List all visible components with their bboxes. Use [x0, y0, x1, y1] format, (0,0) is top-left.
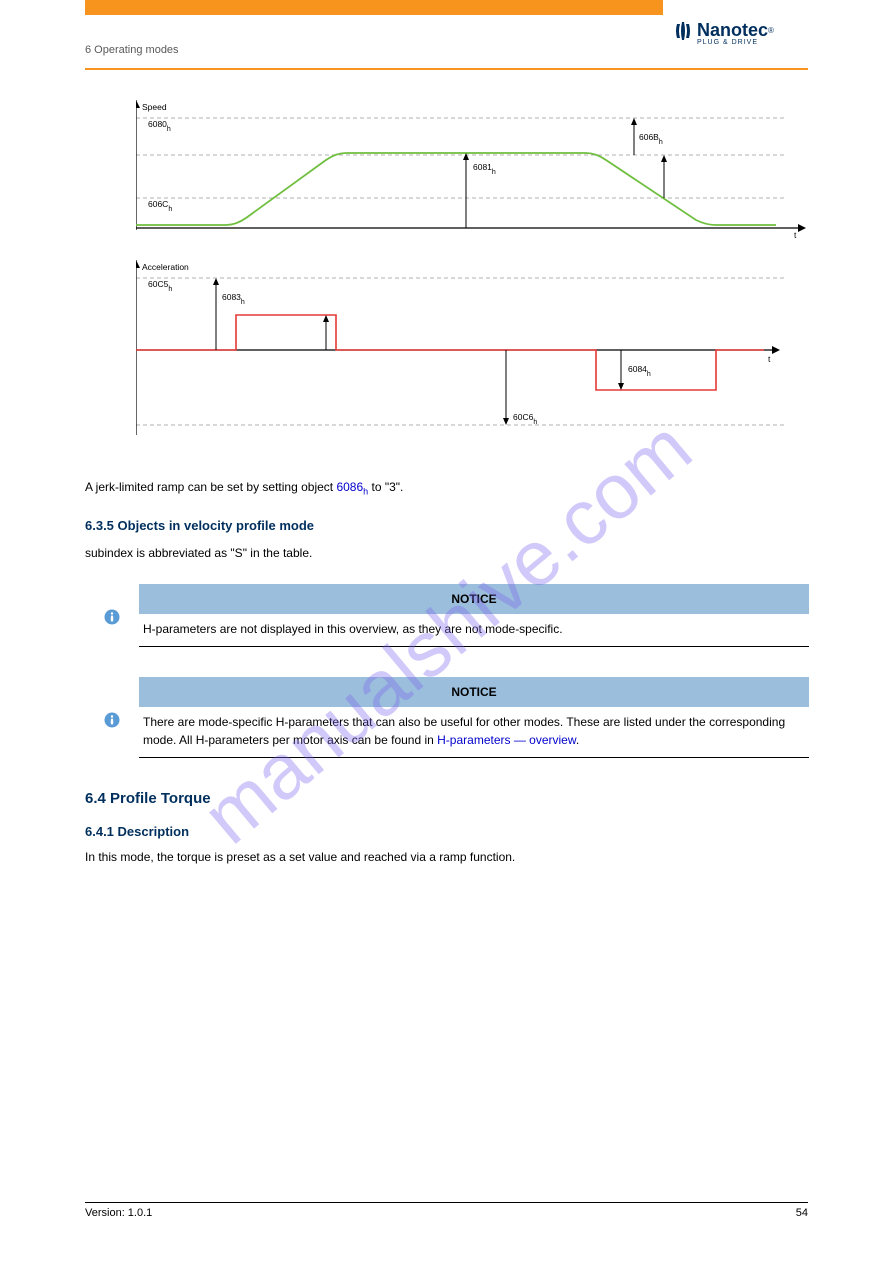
- label-6084h: 6084h: [628, 364, 651, 378]
- notice-box-1: NOTICE H-parameters are not displayed in…: [139, 584, 809, 647]
- page-footer: Version: 1.0.1 54: [85, 1202, 808, 1219]
- para-6.4.1: In this mode, the torque is preset as a …: [85, 848, 808, 866]
- label-606Bh: 606Bh: [639, 132, 663, 146]
- info-icon: [104, 609, 120, 625]
- notice-box-2: NOTICE There are mode-specific H-paramet…: [139, 677, 809, 758]
- footer-version: Version: 1.0.1: [85, 1207, 152, 1219]
- notice-1-body: H-parameters are not displayed in this o…: [139, 614, 809, 647]
- label-6083h: 6083h: [222, 292, 245, 306]
- logo-registered: ®: [768, 26, 774, 35]
- nanotec-icon: [673, 22, 693, 40]
- logo-tagline: PLUG & DRIVE: [697, 39, 808, 46]
- notice-2-title: NOTICE: [139, 677, 809, 707]
- notice-1-title: NOTICE: [139, 584, 809, 614]
- speed-chart: Speed 6080h 6081h 606Bh 606Ch t: [136, 100, 806, 240]
- speed-t-label: t: [794, 230, 797, 240]
- footer-page: 54: [796, 1207, 808, 1219]
- heading-6.4.1: 6.4.1 Description: [85, 822, 808, 842]
- header-rule: [85, 68, 808, 70]
- label-6081h: 6081h: [473, 162, 496, 176]
- heading-6.4: 6.4 Profile Torque: [85, 788, 808, 811]
- para-jerk: A jerk-limited ramp can be set by settin…: [85, 478, 808, 499]
- para-subindex: subindex is abbreviated as "S" in the ta…: [85, 544, 808, 562]
- info-icon: [104, 712, 120, 728]
- heading-6.3.5: 6.3.5 Objects in velocity profile mode: [85, 516, 808, 536]
- label-606Ch: 606Ch: [148, 199, 172, 213]
- label-60C5h: 60C5h: [148, 279, 172, 293]
- header-section-text: 6 Operating modes: [85, 44, 179, 56]
- accel-t-label: t: [768, 354, 771, 364]
- notice-2-body: There are mode-specific H-parameters tha…: [139, 707, 809, 758]
- header-orange-bar: [85, 0, 663, 15]
- acceleration-chart: Acceleration 60C5h 6083h 6084h 60C6h t: [136, 260, 806, 440]
- logo-name: Nanotec: [697, 20, 768, 41]
- label-6080h: 6080h: [148, 119, 171, 133]
- brand-logo: Nanotec ® PLUG & DRIVE: [673, 20, 808, 46]
- h-params-link[interactable]: H-parameters — overview: [437, 733, 576, 747]
- speed-axis-label: Speed: [142, 102, 167, 112]
- label-60C6h: 60C6h: [513, 412, 537, 426]
- accel-axis-label: Acceleration: [142, 262, 189, 272]
